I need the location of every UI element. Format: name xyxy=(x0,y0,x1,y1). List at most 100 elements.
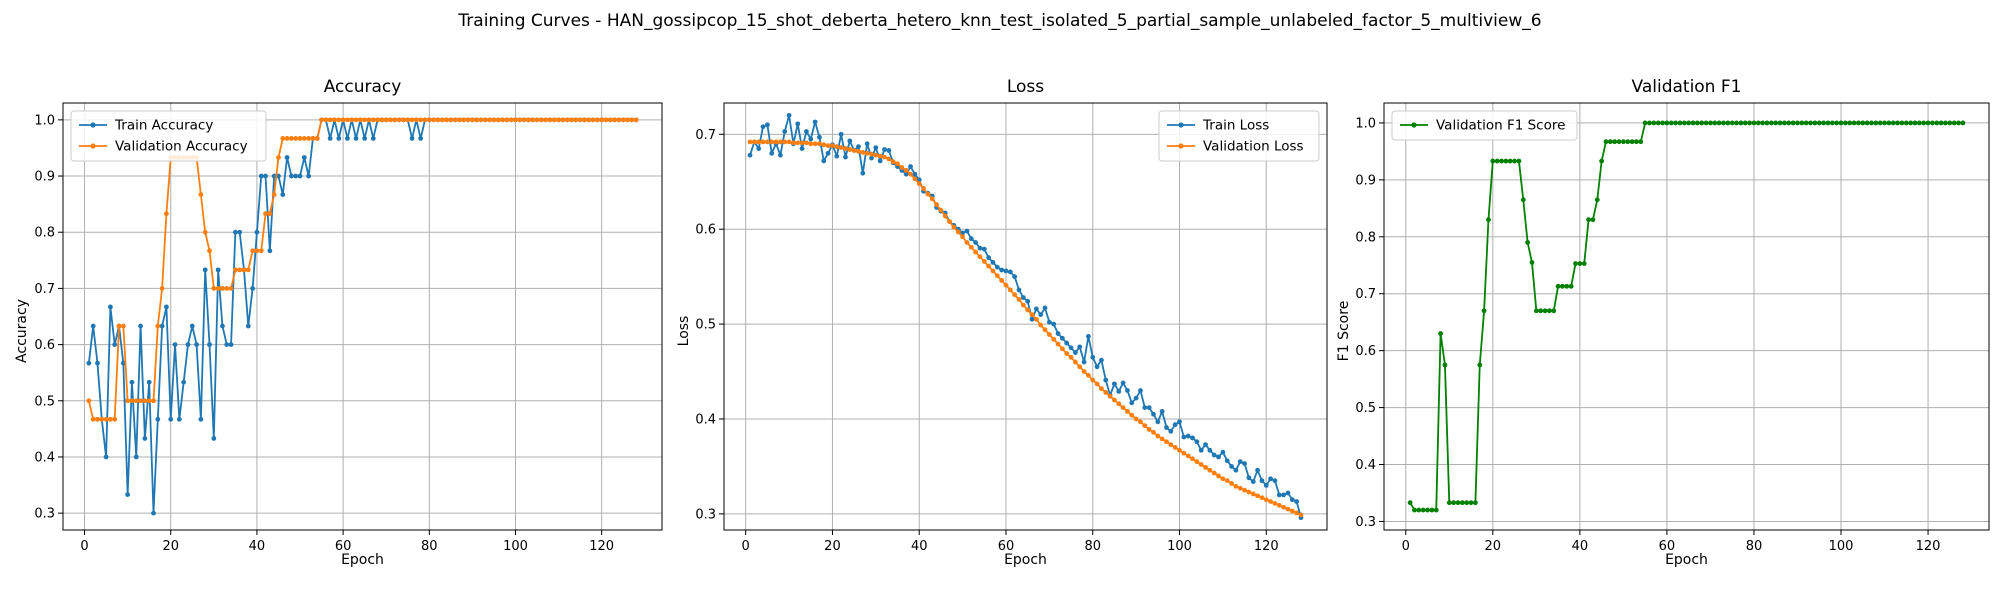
validation-f1-data-point xyxy=(1577,261,1583,266)
accuracy-data-point xyxy=(245,267,251,273)
validation-f1-data-point xyxy=(1451,500,1457,506)
loss-data-point xyxy=(1064,340,1070,346)
validation-f1-data-point xyxy=(1429,507,1435,513)
loss-data-point xyxy=(1168,442,1174,447)
loss-data-point xyxy=(1229,481,1234,486)
accuracy-data-point xyxy=(151,398,156,404)
accuracy-data-point xyxy=(353,136,359,141)
loss-data-point xyxy=(799,146,805,151)
accuracy-data-point xyxy=(629,117,635,123)
loss-xtick-label: 100 xyxy=(1167,539,1192,554)
accuracy-data-point xyxy=(293,173,299,179)
validation-f1-data-point xyxy=(1951,120,1957,126)
validation-f1-data-point xyxy=(1786,120,1792,126)
accuracy-data-point xyxy=(215,267,221,273)
loss-data-point xyxy=(1129,412,1135,418)
accuracy-data-point xyxy=(577,117,583,123)
validation-f1-data-point xyxy=(1690,120,1696,126)
loss-data-point xyxy=(1051,336,1057,342)
accuracy-data-point xyxy=(431,117,436,123)
loss-ytick-label: 0.6 xyxy=(695,223,716,238)
validation-f1-data-point xyxy=(1564,283,1570,289)
accuracy-data-point xyxy=(418,117,424,123)
accuracy-data-point xyxy=(513,117,518,123)
loss-data-point xyxy=(747,139,753,145)
loss-data-point xyxy=(886,148,892,153)
loss-data-point xyxy=(877,153,883,159)
accuracy-data-point xyxy=(198,416,204,422)
validation-f1-data-point xyxy=(1655,120,1661,126)
validation-f1-data-point xyxy=(1856,120,1861,126)
loss-data-point xyxy=(1020,295,1026,300)
loss-ytick-label: 0.7 xyxy=(695,128,716,143)
accuracy-data-point xyxy=(198,192,204,197)
accuracy-data-point xyxy=(504,117,510,123)
validation-f1-data-point xyxy=(1438,331,1443,336)
loss-data-point xyxy=(1220,449,1226,455)
validation-f1-data-point xyxy=(1494,158,1500,164)
loss-data-point xyxy=(1025,307,1031,313)
loss-data-point xyxy=(882,147,887,152)
loss-data-point xyxy=(782,139,788,145)
accuracy-data-point xyxy=(146,379,152,385)
loss-data-point xyxy=(786,139,792,145)
loss-data-point xyxy=(1164,425,1169,430)
accuracy-ytick-label: 0.7 xyxy=(34,282,55,297)
validation-f1-data-point xyxy=(1716,120,1722,126)
loss-data-point xyxy=(1112,381,1117,387)
loss-data-point xyxy=(895,161,900,167)
accuracy-data-point xyxy=(538,117,544,123)
validation-f1-data-point xyxy=(1921,120,1927,126)
loss-data-point xyxy=(864,150,870,156)
loss-data-point xyxy=(886,156,892,162)
loss-data-point xyxy=(1246,489,1252,495)
accuracy-data-point xyxy=(90,323,96,329)
accuracy-data-point xyxy=(185,342,191,347)
accuracy-data-point xyxy=(547,117,553,123)
loss-data-point xyxy=(968,236,974,242)
validation-f1-data-point xyxy=(1882,120,1887,126)
loss-xtick-label: 0 xyxy=(742,539,750,554)
loss-data-point xyxy=(964,240,970,245)
validation-f1-data-point xyxy=(1916,120,1922,126)
accuracy-data-point xyxy=(388,117,393,123)
loss-data-point xyxy=(1068,354,1074,360)
loss-data-point xyxy=(1016,287,1022,293)
validation-f1-data-point xyxy=(1938,120,1944,126)
loss-data-point xyxy=(1177,447,1182,453)
accuracy-data-point xyxy=(569,117,574,123)
loss-data-point xyxy=(1081,359,1087,365)
validation-f1-data-point xyxy=(1903,120,1909,126)
accuracy-data-point xyxy=(228,286,234,291)
loss-data-point xyxy=(934,202,939,207)
loss-data-point xyxy=(1190,435,1195,441)
accuracy-data-point xyxy=(526,117,531,123)
loss-data-point xyxy=(1055,341,1061,347)
figure-suptitle: Training Curves - HAN_gossipcop_15_shot_… xyxy=(457,11,1541,31)
accuracy-data-point xyxy=(142,436,148,441)
validation-f1-data-point xyxy=(1573,261,1578,266)
accuracy-data-point xyxy=(108,304,113,310)
accuracy-data-point xyxy=(284,155,290,160)
loss-data-point xyxy=(1112,397,1117,403)
accuracy-data-point xyxy=(112,342,118,347)
validation-f1-data-point xyxy=(1777,120,1783,126)
accuracy-data-point xyxy=(418,136,424,141)
loss-xlabel: Epoch xyxy=(1004,552,1047,568)
accuracy-xtick-label: 120 xyxy=(589,539,614,554)
loss-data-point xyxy=(1259,495,1265,501)
loss-data-point xyxy=(1142,423,1148,429)
accuracy-data-point xyxy=(310,136,316,141)
loss-data-point xyxy=(981,259,987,264)
validation-f1-data-point xyxy=(1473,500,1478,506)
accuracy-data-point xyxy=(250,248,256,254)
loss-data-point xyxy=(1263,483,1269,488)
loss-data-point xyxy=(1125,408,1130,414)
loss-data-point xyxy=(1255,493,1260,499)
accuracy-data-point xyxy=(159,323,165,329)
validation-f1-legend-marker xyxy=(1411,122,1417,128)
accuracy-data-point xyxy=(99,416,105,422)
accuracy-data-point xyxy=(103,416,109,422)
validation-f1-data-point xyxy=(1721,120,1726,126)
accuracy-data-point xyxy=(95,416,100,422)
